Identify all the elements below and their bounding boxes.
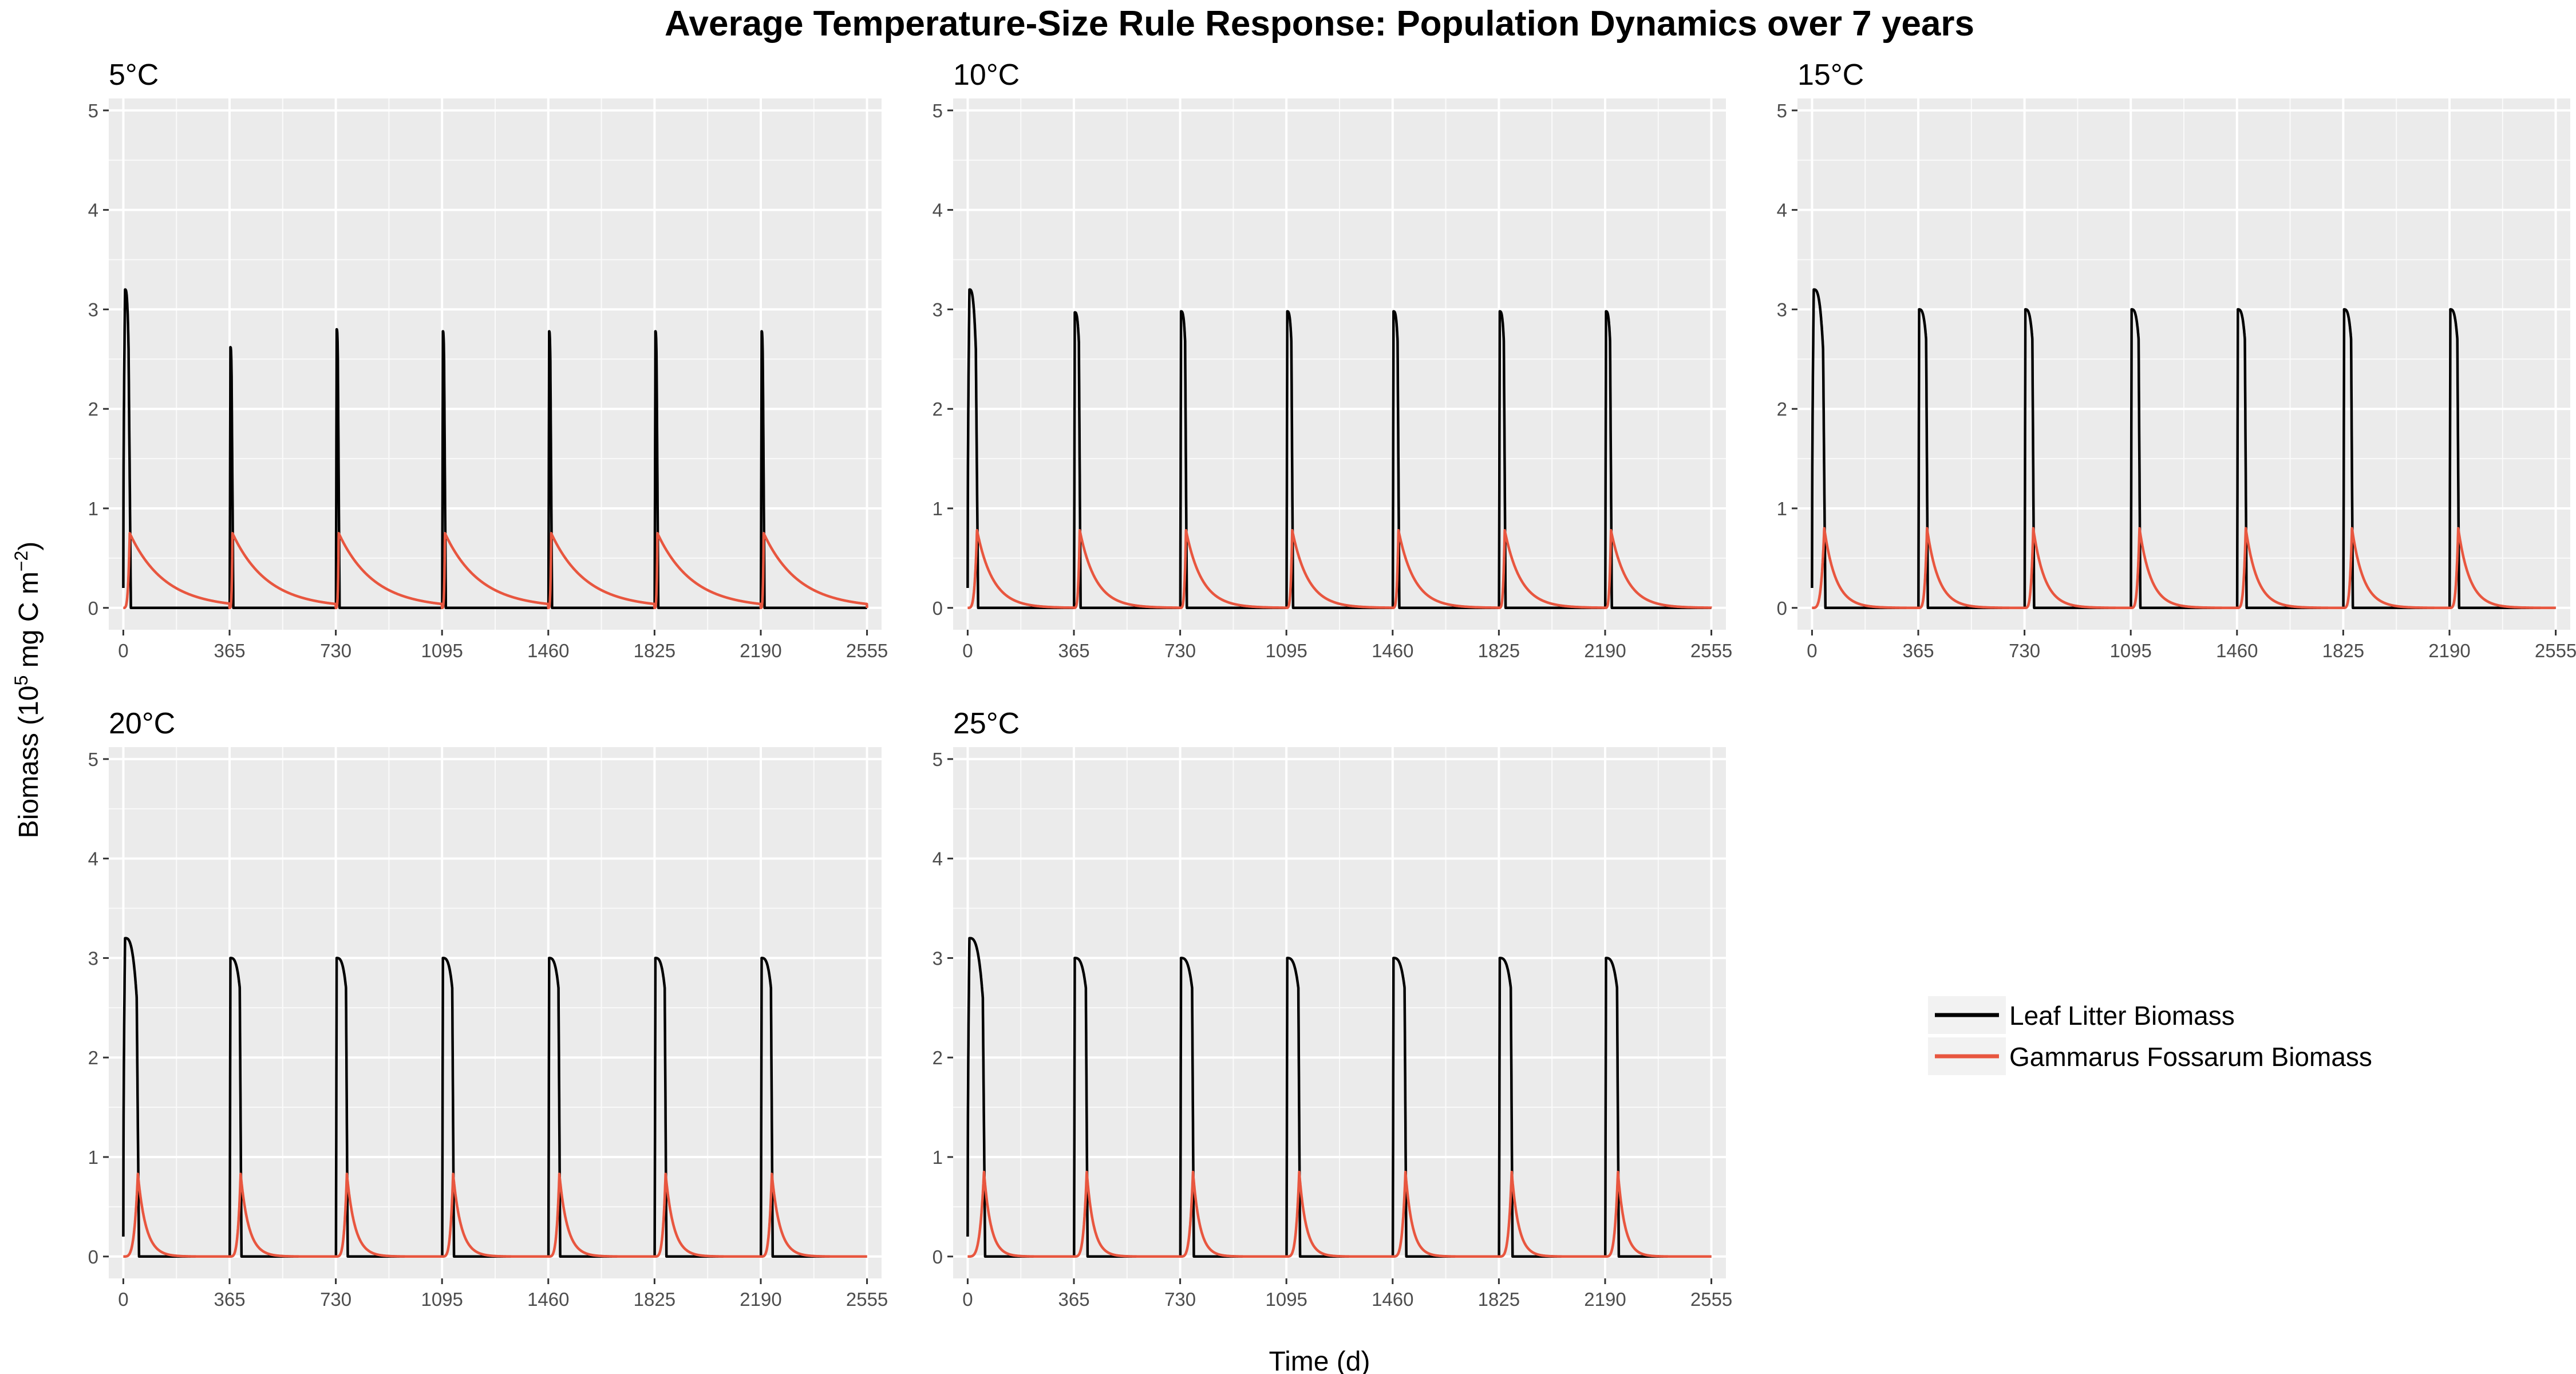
series-line-gammarus: [122, 1172, 868, 1258]
x-tick-label: 365: [1058, 640, 1089, 661]
legend-label-gammarus: Gammarus Fossarum Biomass: [2009, 1042, 2372, 1072]
y-tick-label: 5: [88, 100, 98, 121]
y-tick-label: 1: [88, 498, 98, 519]
y-tick-label: 1: [933, 498, 943, 519]
y-tick-label: 5: [1777, 100, 1787, 121]
y-tick-label: 2: [1777, 398, 1787, 420]
panel-title: 20°C: [109, 707, 175, 740]
x-tick-label: 2190: [1584, 1289, 1626, 1310]
y-tick-label: 3: [933, 299, 943, 320]
y-axis-label-unit-exponent: −2: [11, 551, 31, 571]
y-tick-label: 3: [933, 947, 943, 969]
x-tick-label: 2190: [1584, 640, 1626, 661]
y-tick-label: 0: [933, 1246, 943, 1268]
y-tick-label: 4: [933, 200, 943, 221]
x-tick-label: 730: [2009, 640, 2040, 661]
y-axis-label: Biomass (105 mg C m−2): [11, 542, 44, 838]
x-tick-label: 0: [962, 1289, 973, 1310]
y-axis-label-unit: mg C m: [14, 571, 44, 675]
x-tick-label: 1460: [1372, 640, 1413, 661]
y-tick-label: 1: [88, 1147, 98, 1168]
x-tick-label: 730: [320, 640, 351, 661]
y-axis-label-main: Biomass (10: [14, 685, 44, 838]
x-tick-label: 0: [118, 1289, 128, 1310]
x-tick-label: 1825: [1478, 640, 1520, 661]
x-tick-label: 2555: [846, 1289, 888, 1310]
x-tick-label: 2190: [740, 640, 781, 661]
y-tick-label: 2: [88, 398, 98, 420]
x-tick-label: 1460: [1372, 1289, 1413, 1310]
series-line-gammarus: [1811, 527, 2557, 610]
y-tick-label: 4: [88, 200, 98, 221]
x-axis-label: Time (d): [1269, 1347, 1370, 1374]
x-tick-label: 2555: [1690, 640, 1732, 661]
panel-10°C: 0 1 2 3 4 5 0 365 730 1095 1460 1825 2190 2555 10°C: [933, 58, 1733, 661]
y-tick-label: 5: [88, 749, 98, 770]
panel-title: 5°C: [109, 58, 159, 92]
x-tick-label: 2555: [2535, 640, 2576, 661]
x-tick-label: 1095: [1265, 1289, 1307, 1310]
panel-20°C: 0 1 2 3 4 5 0 365 730 1095 1460 1825 2190 2555 20°C: [88, 707, 888, 1310]
legend-label-leaf: Leaf Litter Biomass: [2009, 1001, 2235, 1030]
x-tick-label: 1825: [634, 640, 675, 661]
x-tick-label: 365: [1058, 1289, 1089, 1310]
x-tick-label: 1095: [1265, 640, 1307, 661]
x-tick-label: 0: [962, 640, 973, 661]
panel-25°C: 0 1 2 3 4 5 0 365 730 1095 1460 1825 2190 2555 25°C: [933, 707, 1733, 1310]
chart-title: Average Temperature-Size Rule Response: …: [665, 4, 1974, 44]
y-tick-label: 5: [933, 749, 943, 770]
x-tick-label: 2190: [740, 1289, 781, 1310]
y-tick-label: 2: [933, 1047, 943, 1068]
y-tick-label: 2: [88, 1047, 98, 1068]
y-tick-label: 4: [933, 848, 943, 870]
x-tick-label: 1825: [1478, 1289, 1520, 1310]
x-tick-label: 0: [118, 640, 128, 661]
panel-title: 15°C: [1797, 58, 1864, 92]
series-line-leaf-litter: [122, 288, 868, 610]
series-line-gammarus: [966, 1170, 1713, 1258]
x-tick-label: 730: [320, 1289, 351, 1310]
x-tick-label: 365: [1902, 640, 1934, 661]
x-tick-label: 1095: [421, 640, 463, 661]
y-tick-label: 0: [1777, 598, 1787, 619]
x-tick-label: 2555: [846, 640, 888, 661]
y-tick-label: 0: [88, 1246, 98, 1268]
x-tick-label: 1825: [634, 1289, 675, 1310]
series-line-gammarus: [966, 528, 1713, 610]
x-tick-label: 1460: [2216, 640, 2258, 661]
y-tick-label: 4: [88, 848, 98, 870]
legend: Leaf Litter Biomass Gammarus Fossarum Bi…: [1928, 996, 2372, 1075]
y-tick-label: 0: [933, 598, 943, 619]
x-tick-label: 730: [1164, 1289, 1196, 1310]
x-tick-label: 1460: [527, 640, 569, 661]
y-tick-label: 3: [88, 299, 98, 320]
series-line-gammarus: [122, 532, 868, 610]
panel-15°C: 0 1 2 3 4 5 0 365 730 1095 1460 1825 2190 2555 15°C: [1777, 58, 2576, 661]
x-tick-label: 1095: [421, 1289, 463, 1310]
y-tick-label: 1: [933, 1147, 943, 1168]
y-tick-label: 3: [1777, 299, 1787, 320]
x-tick-label: 0: [1807, 640, 1817, 661]
y-tick-label: 5: [933, 100, 943, 121]
panel-title: 10°C: [953, 58, 1020, 92]
x-tick-label: 2555: [1690, 1289, 1732, 1310]
y-tick-label: 2: [933, 398, 943, 420]
y-tick-label: 4: [1777, 200, 1787, 221]
x-tick-label: 1825: [2322, 640, 2364, 661]
y-tick-label: 0: [88, 598, 98, 619]
y-tick-label: 3: [88, 947, 98, 969]
x-tick-label: 365: [214, 640, 245, 661]
x-tick-label: 2190: [2428, 640, 2470, 661]
y-axis-label-close: ): [14, 542, 44, 551]
x-tick-label: 365: [214, 1289, 245, 1310]
panel-title: 25°C: [953, 707, 1020, 740]
x-tick-label: 730: [1164, 640, 1196, 661]
x-tick-label: 1095: [2109, 640, 2151, 661]
panel-5°C: 0 1 2 3 4 5 0 365 730 1095 1460 1825 2190 2555 5°C: [88, 58, 888, 661]
y-axis-label-exponent: 5: [11, 676, 31, 686]
y-tick-label: 1: [1777, 498, 1787, 519]
x-tick-label: 1460: [527, 1289, 569, 1310]
